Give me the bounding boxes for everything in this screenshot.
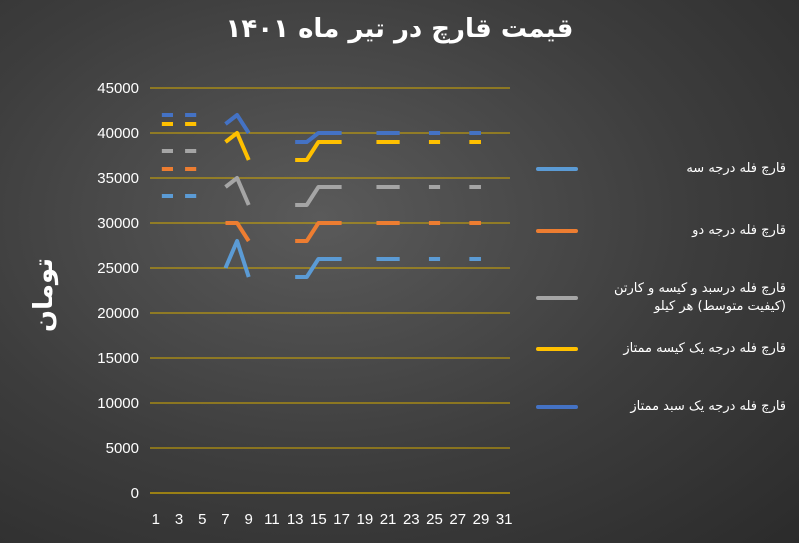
series-3: [161, 149, 481, 207]
x-tick-label: 15: [310, 511, 327, 528]
legend-label: قارچ فله درجه یک سبد ممتاز: [630, 399, 786, 414]
y-tick-label: 35000: [97, 170, 139, 187]
legend-item-5: قارچ فله درجه یک سبد ممتاز: [536, 398, 794, 416]
legend-label: قارچ فله درسبد و کیسه و کارتن (کیفیت متو…: [613, 281, 786, 314]
y-tick-label: 25000: [97, 260, 139, 277]
series-5-segment: [224, 113, 251, 135]
x-tick-label: 31: [496, 511, 513, 528]
legend-label: قارچ فله درجه دو: [692, 223, 786, 238]
x-tick-label: 17: [333, 511, 350, 528]
y-tick-label: 15000: [97, 350, 139, 367]
legend-item-2: قارچ فله درجه دو: [536, 222, 794, 240]
legend-swatch: [536, 405, 578, 409]
x-tick-label: 29: [473, 511, 490, 528]
x-tick-label: 9: [245, 511, 253, 528]
x-tick-label: 5: [198, 511, 206, 528]
x-tick-label: 21: [380, 511, 397, 528]
y-axis-ticks: 0 5000 10000 15000 20000 25000 30000 35000 40000…: [97, 80, 139, 502]
series-3-segment: [295, 185, 342, 207]
x-tick-label: 13: [287, 511, 304, 528]
legend-swatch: [536, 167, 578, 171]
x-tick-label: 3: [175, 511, 183, 528]
series-5-segment: [295, 131, 342, 144]
legend-item-3: قارچ فله درسبد و کیسه و کارتن (کیفیت متو…: [536, 280, 794, 316]
series-4-segment: [224, 131, 251, 161]
series-1-segment: [223, 239, 251, 278]
legend-swatch: [536, 347, 578, 351]
legend-item-4: قارچ فله درجه یک کیسه ممتاز: [536, 340, 794, 358]
legend-label: قارچ فله درجه سه: [686, 161, 786, 176]
y-tick-label: 20000: [97, 305, 139, 322]
series-lines: [161, 113, 481, 279]
legend-swatch: [536, 229, 578, 233]
legend-item-1: قارچ فله درجه سه: [536, 160, 794, 178]
gridlines: [150, 87, 510, 494]
legend-swatch: [536, 296, 578, 300]
x-tick-label: 23: [403, 511, 420, 528]
series-4: [161, 122, 481, 162]
series-2-segment: [225, 221, 251, 243]
y-tick-label: 30000: [97, 215, 139, 232]
x-tick-label: 7: [221, 511, 229, 528]
series-1-segment: [295, 257, 342, 279]
y-tick-label: 10000: [97, 395, 139, 412]
chart-title: قیمت قارچ در تیر ماه ۱۴۰۱: [225, 14, 574, 44]
series-4-segment: [295, 140, 342, 162]
x-tick-label: 19: [356, 511, 373, 528]
y-tick-label: 0: [131, 485, 139, 502]
series-2-segment: [295, 221, 342, 243]
x-tick-label: 27: [449, 511, 466, 528]
y-tick-label: 40000: [97, 125, 139, 142]
series-3-segment: [224, 176, 251, 206]
series-5: [161, 113, 481, 144]
y-tick-label: 5000: [106, 440, 139, 457]
legend-label: قارچ فله درجه یک کیسه ممتاز: [623, 341, 786, 356]
x-tick-label: 25: [426, 511, 443, 528]
x-axis-ticks: 1 3 5 7 9 11 13 15 17 19 21 23 25 27 29 31: [152, 511, 513, 528]
series-1: [161, 194, 481, 279]
series-2: [161, 167, 481, 243]
x-tick-label: 11: [264, 511, 280, 528]
y-tick-label: 45000: [97, 80, 139, 97]
x-tick-label: 1: [152, 511, 160, 528]
